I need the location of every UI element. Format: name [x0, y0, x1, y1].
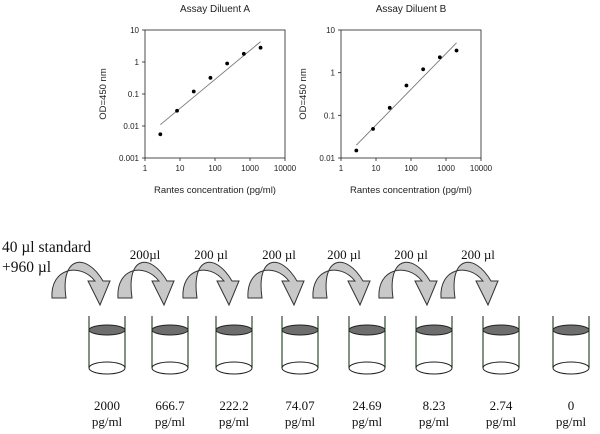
data-point	[371, 127, 375, 131]
y-axis-label: OD=450 nm	[98, 68, 109, 120]
liquid-surface	[348, 324, 386, 336]
x-tick-label: 1	[143, 164, 148, 173]
y-tick-label: 1	[135, 58, 140, 67]
tube-concentration: 2000	[94, 398, 120, 413]
tube-unit: pg/ml	[219, 414, 250, 429]
x-tick-label: 1	[339, 164, 344, 173]
data-point	[437, 55, 442, 60]
tube	[88, 316, 126, 375]
chart-diluent-a: Assay Diluent A 0.001 0.01 0.1 1 10 1 10 100 10…	[98, 4, 297, 196]
tube	[151, 316, 189, 375]
plot-frame	[144, 29, 286, 159]
y-tick-label: 0.001	[119, 154, 140, 163]
initial-volume-label: 40 µl standard	[2, 239, 91, 256]
tube-concentration: 222.2	[219, 398, 248, 413]
transfer-arrow	[51, 261, 111, 307]
chart-diluent-b: Assay Diluent B 0.01 0.1 1 10 1 10 100 1000 100…	[298, 4, 493, 196]
liquid-surface	[552, 324, 590, 336]
tube	[215, 316, 253, 375]
liquid-surface	[415, 324, 453, 336]
tube-unit: pg/ml	[419, 414, 450, 429]
x-tick-label: 10	[372, 164, 381, 173]
y-tick-label: 0.1	[128, 90, 140, 99]
y-tick-label: 0.01	[123, 122, 139, 131]
tube-unit: pg/ml	[486, 414, 517, 429]
tube-concentration: 666.7	[155, 398, 185, 413]
x-tick-label: 100	[208, 164, 222, 173]
liquid-surface	[215, 324, 253, 336]
tube-unit: pg/ml	[285, 414, 316, 429]
x-tick-label: 10	[176, 164, 185, 173]
transfer-arrow	[182, 261, 240, 307]
serial-dilution-diagram: 40 µl standard +960 µl 200µl 200 µl 200 µl…	[2, 239, 590, 429]
x-axis-label: Rantes concentration (pg/ml)	[154, 185, 276, 196]
liquid-surface	[88, 324, 126, 336]
data-point	[175, 108, 179, 113]
transfer-arrow	[312, 261, 371, 307]
data-point	[404, 83, 409, 88]
y-tick-label: 0.1	[324, 111, 336, 120]
data-point	[354, 148, 359, 153]
tube	[348, 316, 386, 375]
transfer-arrow	[117, 261, 175, 307]
y-tick-label: 10	[130, 26, 139, 35]
transfer-volume-label: 200 µl	[262, 247, 296, 262]
tube-unit: pg/ml	[556, 414, 587, 429]
data-point	[241, 51, 246, 56]
x-tick-label: 1000	[437, 164, 455, 173]
y-tick-label: 1	[331, 69, 336, 78]
tube	[552, 316, 590, 375]
x-axis-label: Rantes concentration (pg/ml)	[350, 185, 472, 196]
tube-unit: pg/ml	[352, 414, 383, 429]
tube	[281, 316, 319, 375]
transfer-volume-label: 200 µl	[327, 247, 361, 262]
y-tick-label: 10	[326, 26, 335, 35]
x-tick-label: 1000	[241, 164, 259, 173]
tube-concentration: 24.69	[352, 398, 381, 413]
tube-unit: pg/ml	[92, 414, 123, 429]
liquid-surface	[151, 324, 189, 336]
transfer-volume-label: 200 µl	[461, 247, 495, 262]
transfer-volume-label: 200 µl	[194, 247, 228, 262]
transfer-volume-label: 200µl	[130, 247, 161, 262]
y-axis-label: OD=450 nm	[298, 68, 309, 120]
data-point	[208, 75, 213, 80]
x-tick-label: 10000	[470, 164, 493, 173]
data-point	[454, 48, 459, 53]
x-tick-label: 100	[404, 164, 418, 173]
chart-title: Assay Diluent A	[180, 4, 250, 15]
chart-title: Assay Diluent B	[376, 4, 447, 15]
liquid-surface	[482, 324, 520, 336]
tube	[415, 316, 453, 375]
transfer-volume-label: 200 µl	[394, 247, 428, 262]
data-point	[191, 89, 196, 94]
tube-concentration: 8.23	[423, 398, 446, 413]
transfer-arrow	[378, 261, 438, 307]
tube-unit: pg/ml	[155, 414, 186, 429]
transfer-arrow	[440, 261, 499, 307]
data-point	[258, 45, 263, 50]
liquid-surface	[281, 324, 319, 336]
initial-diluent-label: +960 µl	[2, 259, 51, 276]
tube-concentration: 74.07	[285, 398, 315, 413]
data-point	[421, 67, 426, 72]
transfer-arrow	[247, 261, 305, 307]
tube	[482, 316, 520, 375]
data-point	[158, 132, 163, 137]
tube-concentration: 2.74	[490, 398, 513, 413]
tube-concentration: 0	[568, 398, 575, 413]
data-point	[387, 105, 392, 110]
y-tick-label: 0.01	[319, 154, 335, 163]
data-point	[225, 61, 230, 66]
x-tick-label: 10000	[274, 164, 297, 173]
